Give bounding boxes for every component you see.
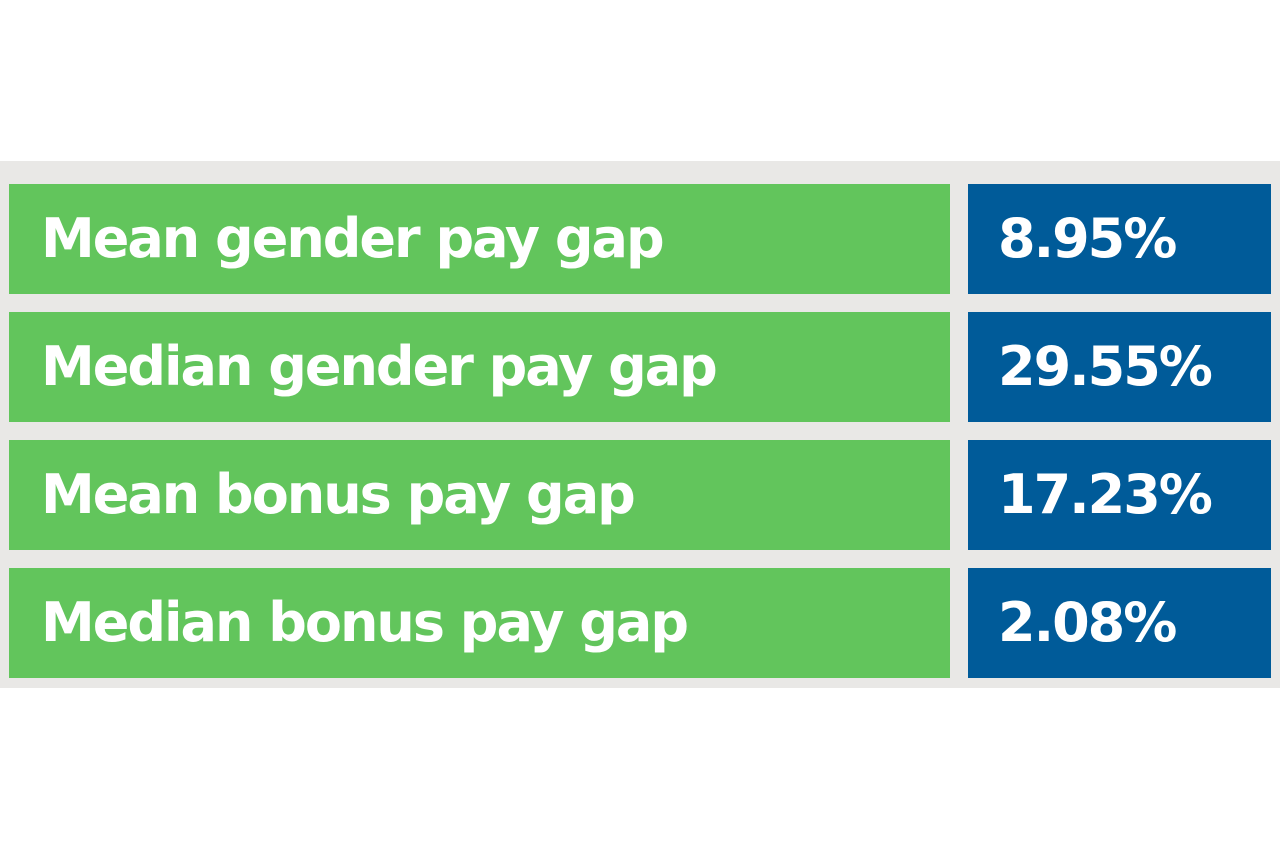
table-row: Median gender pay gap 29.55% [9, 312, 1271, 422]
row-value-cell: 29.55% [968, 312, 1271, 422]
row-value: 17.23% [998, 463, 1213, 526]
row-value-cell: 2.08% [968, 568, 1271, 678]
pay-gap-table: Mean gender pay gap 8.95% Median gender pa… [0, 161, 1280, 688]
row-label: Median bonus pay gap [41, 591, 689, 654]
row-value: 8.95% [998, 207, 1177, 270]
table-row: Median bonus pay gap 2.08% [9, 568, 1271, 678]
row-value-cell: 17.23% [968, 440, 1271, 550]
row-label: Mean gender pay gap [41, 207, 665, 270]
row-label-cell: Mean gender pay gap [9, 184, 950, 294]
table-row: Mean bonus pay gap 17.23% [9, 440, 1271, 550]
row-label-cell: Median gender pay gap [9, 312, 950, 422]
row-value: 29.55% [998, 335, 1213, 398]
row-value: 2.08% [998, 591, 1177, 654]
row-value-cell: 8.95% [968, 184, 1271, 294]
row-label: Median gender pay gap [41, 335, 718, 398]
row-label: Mean bonus pay gap [41, 463, 636, 526]
row-label-cell: Mean bonus pay gap [9, 440, 950, 550]
table-row: Mean gender pay gap 8.95% [9, 184, 1271, 294]
row-label-cell: Median bonus pay gap [9, 568, 950, 678]
